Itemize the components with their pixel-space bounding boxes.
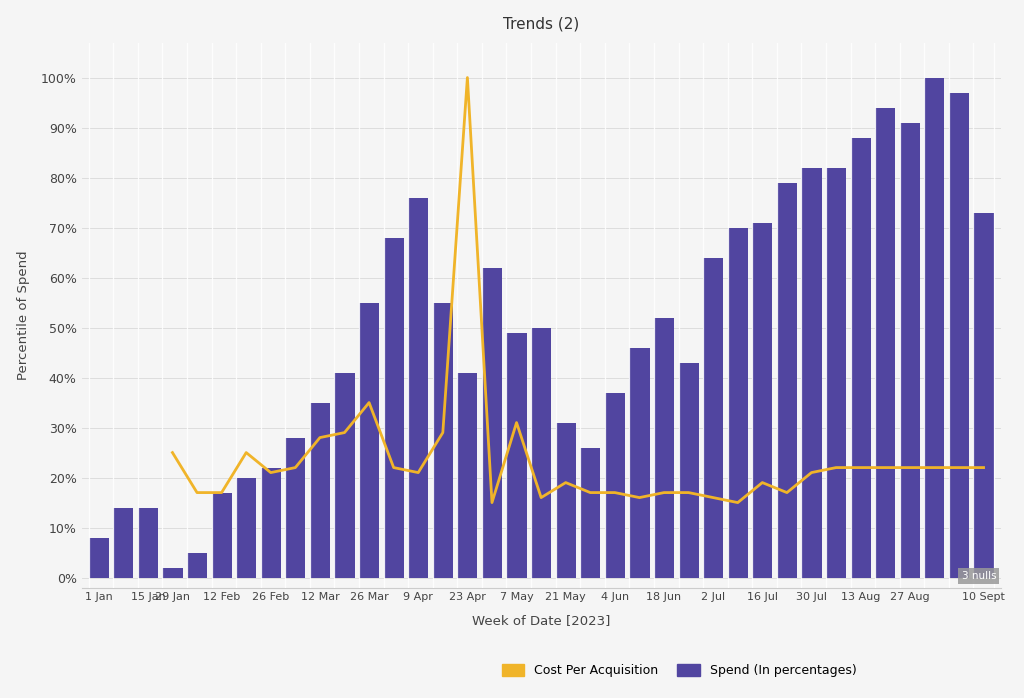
Bar bbox=[753, 223, 772, 577]
Bar bbox=[605, 392, 625, 577]
Text: 3 nulls: 3 nulls bbox=[962, 571, 996, 581]
Bar bbox=[114, 507, 133, 577]
Bar bbox=[703, 258, 723, 577]
Bar bbox=[900, 123, 920, 577]
Bar bbox=[335, 373, 354, 577]
Bar bbox=[581, 447, 600, 577]
Bar bbox=[949, 93, 969, 577]
Bar bbox=[89, 537, 109, 577]
Bar bbox=[458, 373, 477, 577]
Bar bbox=[237, 477, 256, 577]
Bar bbox=[876, 107, 895, 577]
Bar bbox=[630, 348, 649, 577]
Bar bbox=[851, 138, 870, 577]
Bar bbox=[261, 468, 281, 577]
Bar bbox=[974, 213, 993, 577]
Bar bbox=[826, 168, 846, 577]
Bar bbox=[654, 318, 674, 577]
Bar bbox=[679, 362, 698, 577]
Y-axis label: Percentile of Spend: Percentile of Spend bbox=[16, 251, 30, 380]
Bar bbox=[802, 168, 821, 577]
Bar bbox=[777, 183, 797, 577]
Title: Trends (2): Trends (2) bbox=[503, 17, 580, 31]
Bar bbox=[556, 422, 575, 577]
Bar bbox=[728, 228, 748, 577]
Bar bbox=[925, 77, 944, 577]
Bar bbox=[433, 302, 453, 577]
Legend: Cost Per Acquisition, Spend (In percentages): Cost Per Acquisition, Spend (In percenta… bbox=[497, 659, 861, 682]
Bar bbox=[384, 237, 403, 577]
Bar bbox=[482, 267, 502, 577]
Bar bbox=[138, 507, 158, 577]
Bar bbox=[212, 493, 231, 577]
Bar bbox=[310, 403, 330, 577]
Bar bbox=[187, 553, 207, 577]
X-axis label: Week of Date [2023]: Week of Date [2023] bbox=[472, 614, 610, 627]
Bar bbox=[531, 327, 551, 577]
Bar bbox=[163, 567, 182, 577]
Bar bbox=[286, 438, 305, 577]
Bar bbox=[507, 332, 526, 577]
Bar bbox=[359, 302, 379, 577]
Bar bbox=[409, 198, 428, 577]
